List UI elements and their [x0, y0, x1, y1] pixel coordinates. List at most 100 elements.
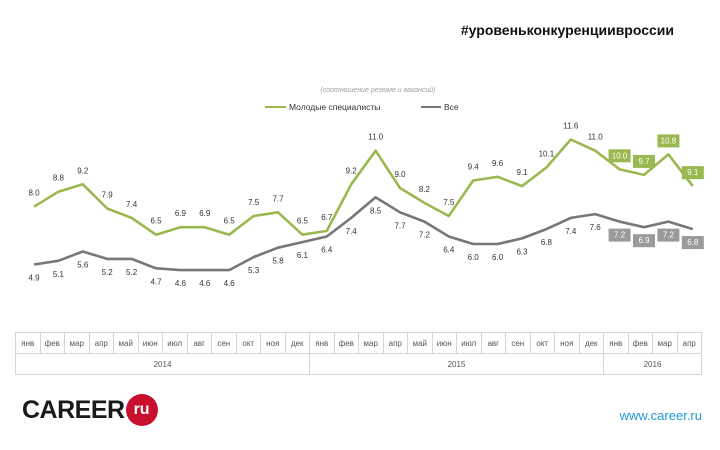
month-tick-label: ноя: [260, 332, 286, 354]
month-tick-label: май: [113, 332, 139, 354]
year-label: 2015: [309, 353, 604, 375]
month-tick-label: фев: [333, 332, 359, 354]
data-label-young: 11.0: [588, 133, 604, 142]
data-label-young: 6.9: [175, 209, 187, 218]
data-label-young: 9.2: [346, 166, 358, 175]
data-label-young: 9.7: [638, 157, 650, 166]
data-label-young: 7.5: [443, 198, 455, 207]
page-hashtag-title: #уровеньконкуренциивроссии: [460, 22, 674, 38]
data-label-all: 4.6: [199, 279, 211, 288]
month-tick-label: ноя: [554, 332, 580, 354]
year-label: 2014: [15, 353, 310, 375]
month-tick-label: апр: [676, 332, 702, 354]
data-label-all: 4.9: [28, 274, 40, 283]
data-label-young: 6.7: [321, 213, 333, 222]
data-label-young: 9.6: [492, 159, 504, 168]
data-label-young: 7.5: [248, 198, 260, 207]
data-label-all: 7.7: [394, 221, 406, 230]
data-label-young: 6.5: [150, 217, 162, 226]
data-label-young: 7.9: [102, 191, 114, 200]
data-label-young: 6.5: [297, 217, 309, 226]
data-label-all: 4.6: [224, 279, 236, 288]
data-label-young: 7.7: [272, 194, 284, 203]
month-row: янв фев мар апр май июн июл авг сен окт ноя дек янв ф…: [15, 332, 702, 354]
data-label-all: 7.4: [346, 227, 358, 236]
data-label-box-all: [633, 234, 655, 248]
data-label-young: 8.8: [53, 174, 65, 183]
series-layer: [33, 138, 694, 272]
series-line-all: [33, 196, 694, 272]
data-label-box-young: [657, 134, 680, 148]
data-label-young: 9.0: [394, 170, 406, 179]
data-label-all: 6.9: [638, 236, 650, 245]
year-label: 2016: [603, 353, 702, 375]
data-label-young: 6.9: [199, 209, 211, 218]
month-tick-label: окт: [529, 332, 555, 354]
data-label-all: 6.4: [443, 246, 455, 255]
series-line-young: [33, 138, 694, 236]
data-label-box-all: [608, 228, 631, 242]
data-label-all: 5.3: [248, 266, 260, 275]
data-label-box-young: [681, 166, 704, 180]
data-label-young: 10.0: [612, 151, 628, 160]
data-label-young: 8.2: [419, 185, 431, 194]
month-tick-label: сен: [211, 332, 237, 354]
month-tick-label: апр: [382, 332, 408, 354]
data-label-all: 5.2: [102, 268, 114, 277]
month-tick-label: янв: [603, 332, 629, 354]
data-label-young: 7.4: [126, 200, 138, 209]
data-label-all: 6.4: [321, 246, 333, 255]
data-label-all: 5.1: [53, 270, 65, 279]
data-label-young: 11.0: [368, 133, 384, 142]
month-tick-label: янв: [15, 332, 41, 354]
data-label-box-all: [681, 236, 704, 250]
logo-ru-badge: ru: [125, 394, 158, 426]
data-label-box-all: [657, 228, 680, 242]
year-row: 2014 2015 2016: [15, 353, 702, 375]
data-label-all: 7.2: [419, 231, 431, 240]
data-label-all: 7.4: [565, 227, 577, 236]
data-label-all: 5.2: [126, 268, 138, 277]
line-chart: (соотношение резюме и вакансий) Молодые …: [28, 86, 704, 288]
month-tick-label: мар: [652, 332, 678, 354]
data-label-all: 6.3: [516, 247, 528, 256]
month-tick-label: июл: [456, 332, 482, 354]
month-tick-label: окт: [235, 332, 261, 354]
data-label-all: 7.2: [614, 231, 626, 240]
month-tick-label: июл: [162, 332, 188, 354]
data-label-young: 6.5: [224, 217, 236, 226]
month-tick-label: июн: [137, 332, 163, 354]
data-label-all: 6.0: [468, 253, 480, 262]
data-label-layer: 8.0 8.8 9.2 7.9 7.4 6.5 6.9 6.9 6.5 7.5 7.7 6.5 6.7 9…: [28, 121, 704, 288]
data-label-all: 7.6: [590, 223, 602, 232]
legend-label-young: Молодые специалисты: [289, 102, 380, 112]
data-label-young: 10.1: [539, 149, 555, 158]
data-label-all: 6.8: [687, 238, 699, 247]
data-label-all: 4.7: [150, 277, 162, 286]
data-label-box-young: [633, 154, 655, 168]
chart-subtitle: (соотношение резюме и вакансий): [320, 86, 435, 94]
data-label-all: 6.1: [297, 251, 309, 260]
month-tick-label: янв: [309, 332, 335, 354]
data-label-all: 8.5: [370, 206, 382, 215]
month-tick-label: мар: [64, 332, 90, 354]
chart-legend: Молодые специалисты Все: [265, 102, 459, 112]
data-label-young: 8.0: [28, 189, 40, 198]
month-tick-label: сен: [505, 332, 531, 354]
data-label-all: 6.0: [492, 253, 504, 262]
website-link[interactable]: www.career.ru: [619, 408, 702, 423]
logo-wordmark: CAREER: [22, 395, 125, 424]
month-axis-table: янв фев мар апр май июн июл авг сен окт ноя дек янв ф…: [15, 332, 702, 375]
data-label-all: 4.6: [175, 279, 187, 288]
data-label-young: 11.6: [563, 121, 579, 130]
legend-label-all: Все: [444, 102, 459, 112]
data-label-all: 6.8: [541, 238, 553, 247]
data-label-box-young: [608, 149, 631, 163]
month-tick-label: фев: [39, 332, 65, 354]
month-tick-label: авг: [480, 332, 506, 354]
data-label-all: 5.6: [77, 260, 89, 269]
month-tick-label: мар: [358, 332, 384, 354]
month-tick-label: апр: [88, 332, 114, 354]
month-tick-label: июн: [431, 332, 457, 354]
data-label-young: 9.4: [468, 163, 480, 172]
